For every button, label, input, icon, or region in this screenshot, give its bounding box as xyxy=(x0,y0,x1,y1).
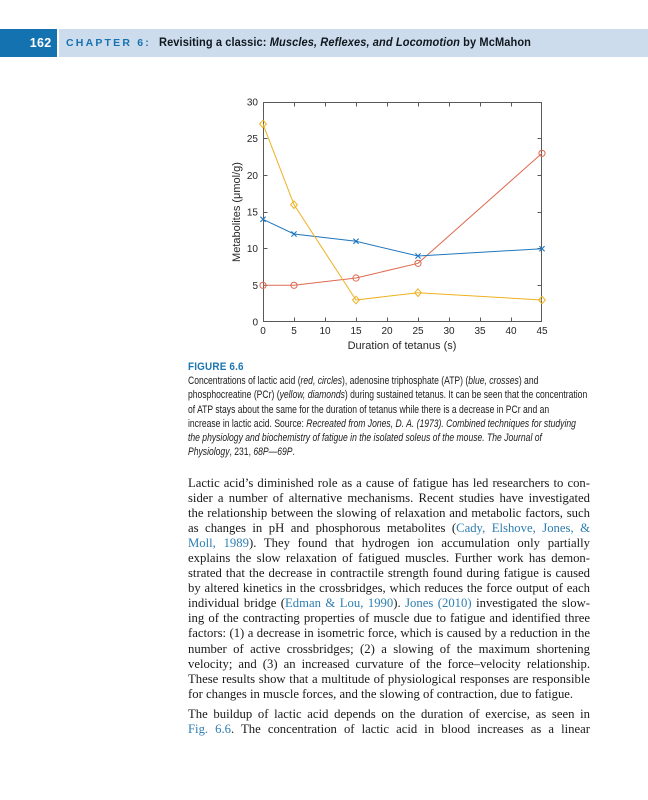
svg-text:Duration of tetanus (s): Duration of tetanus (s) xyxy=(348,340,457,352)
svg-text:15: 15 xyxy=(350,326,362,337)
svg-text:0: 0 xyxy=(252,318,258,329)
svg-text:30: 30 xyxy=(443,326,455,337)
svg-text:30: 30 xyxy=(247,98,259,109)
svg-text:10: 10 xyxy=(247,244,259,255)
svg-text:45: 45 xyxy=(536,326,548,337)
svg-text:25: 25 xyxy=(247,134,259,145)
svg-text:5: 5 xyxy=(252,281,258,292)
svg-text:25: 25 xyxy=(412,326,424,337)
svg-text:10: 10 xyxy=(319,326,331,337)
svg-text:0: 0 xyxy=(260,326,266,337)
svg-text:40: 40 xyxy=(505,326,517,337)
svg-text:20: 20 xyxy=(247,171,259,182)
svg-text:15: 15 xyxy=(247,208,259,219)
svg-text:20: 20 xyxy=(381,326,393,337)
svg-text:35: 35 xyxy=(474,326,486,337)
svg-text:Metabolites (μmol/g): Metabolites (μmol/g) xyxy=(231,162,243,262)
svg-text:5: 5 xyxy=(291,326,297,337)
